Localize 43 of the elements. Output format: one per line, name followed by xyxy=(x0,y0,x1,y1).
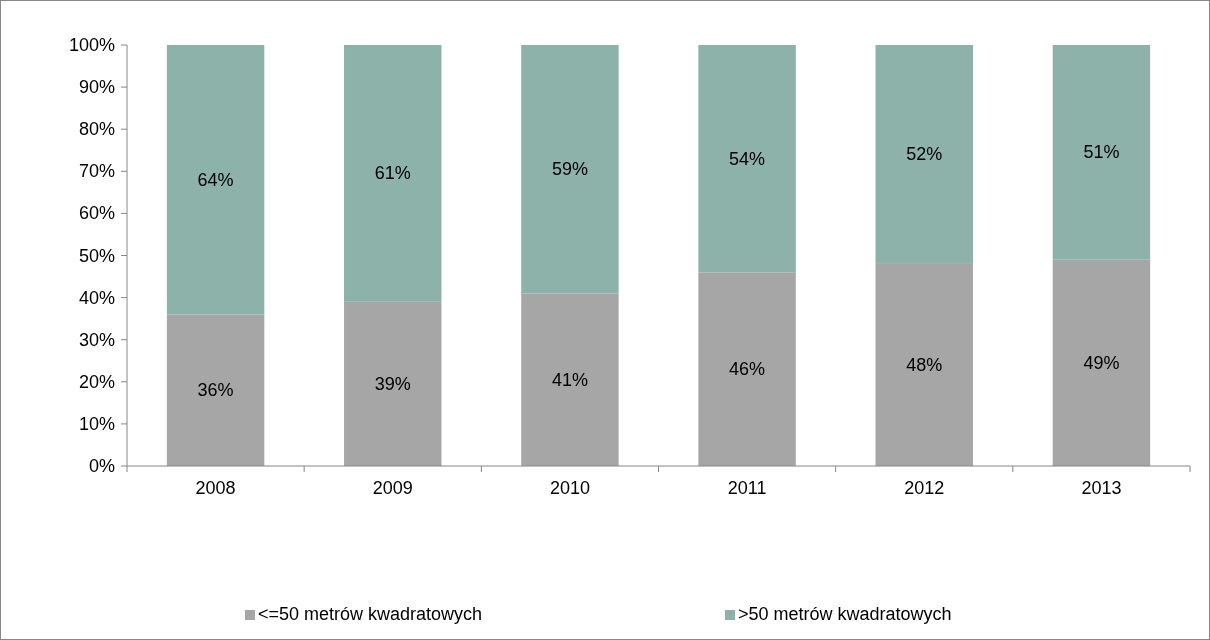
data-label: 48% xyxy=(906,354,943,375)
bar xyxy=(166,45,265,315)
data-label: 36% xyxy=(197,380,234,401)
bar xyxy=(521,45,619,294)
data-label: 52% xyxy=(906,144,943,165)
data-label: 54% xyxy=(729,148,766,169)
legend-label: >50 metrów kwadratowych xyxy=(738,604,952,624)
y-tick-label: 50% xyxy=(78,245,115,266)
y-tick-label: 60% xyxy=(78,203,115,224)
data-label: 61% xyxy=(374,163,411,184)
data-label: 51% xyxy=(1083,142,1120,163)
data-label: 64% xyxy=(197,169,234,190)
bar xyxy=(344,45,442,302)
data-label: 59% xyxy=(551,159,588,180)
bar xyxy=(698,272,796,466)
bar xyxy=(1052,45,1151,260)
y-tick-label: 10% xyxy=(78,413,115,434)
y-tick-label: 0% xyxy=(88,456,115,476)
bar xyxy=(875,45,973,264)
y-tick-label: 100% xyxy=(68,35,115,55)
y-tick-label: 80% xyxy=(78,119,115,140)
data-label: 46% xyxy=(729,359,766,380)
bar xyxy=(166,314,265,466)
y-tick-label: 20% xyxy=(78,371,115,392)
y-tick-label: 70% xyxy=(78,161,115,182)
x-tick-label: 2011 xyxy=(727,478,767,498)
data-label: 49% xyxy=(1083,352,1120,373)
x-tick-label: 2008 xyxy=(195,478,236,498)
y-tick-label: 40% xyxy=(78,287,115,308)
x-tick-label: 2010 xyxy=(549,478,590,498)
x-tick-label: 2012 xyxy=(904,478,945,498)
x-tick-label: 2009 xyxy=(372,478,413,498)
legend-label: <=50 metrów kwadratowych xyxy=(258,604,483,624)
bar xyxy=(344,301,442,466)
bar xyxy=(1052,259,1151,466)
x-tick-label: 2013 xyxy=(1081,478,1122,498)
bar xyxy=(698,45,796,273)
bar xyxy=(875,263,973,466)
data-label: 39% xyxy=(374,373,411,394)
y-tick-label: 30% xyxy=(78,329,115,350)
bar xyxy=(521,293,619,466)
data-label: 41% xyxy=(551,369,588,390)
y-tick-label: 90% xyxy=(78,77,115,98)
